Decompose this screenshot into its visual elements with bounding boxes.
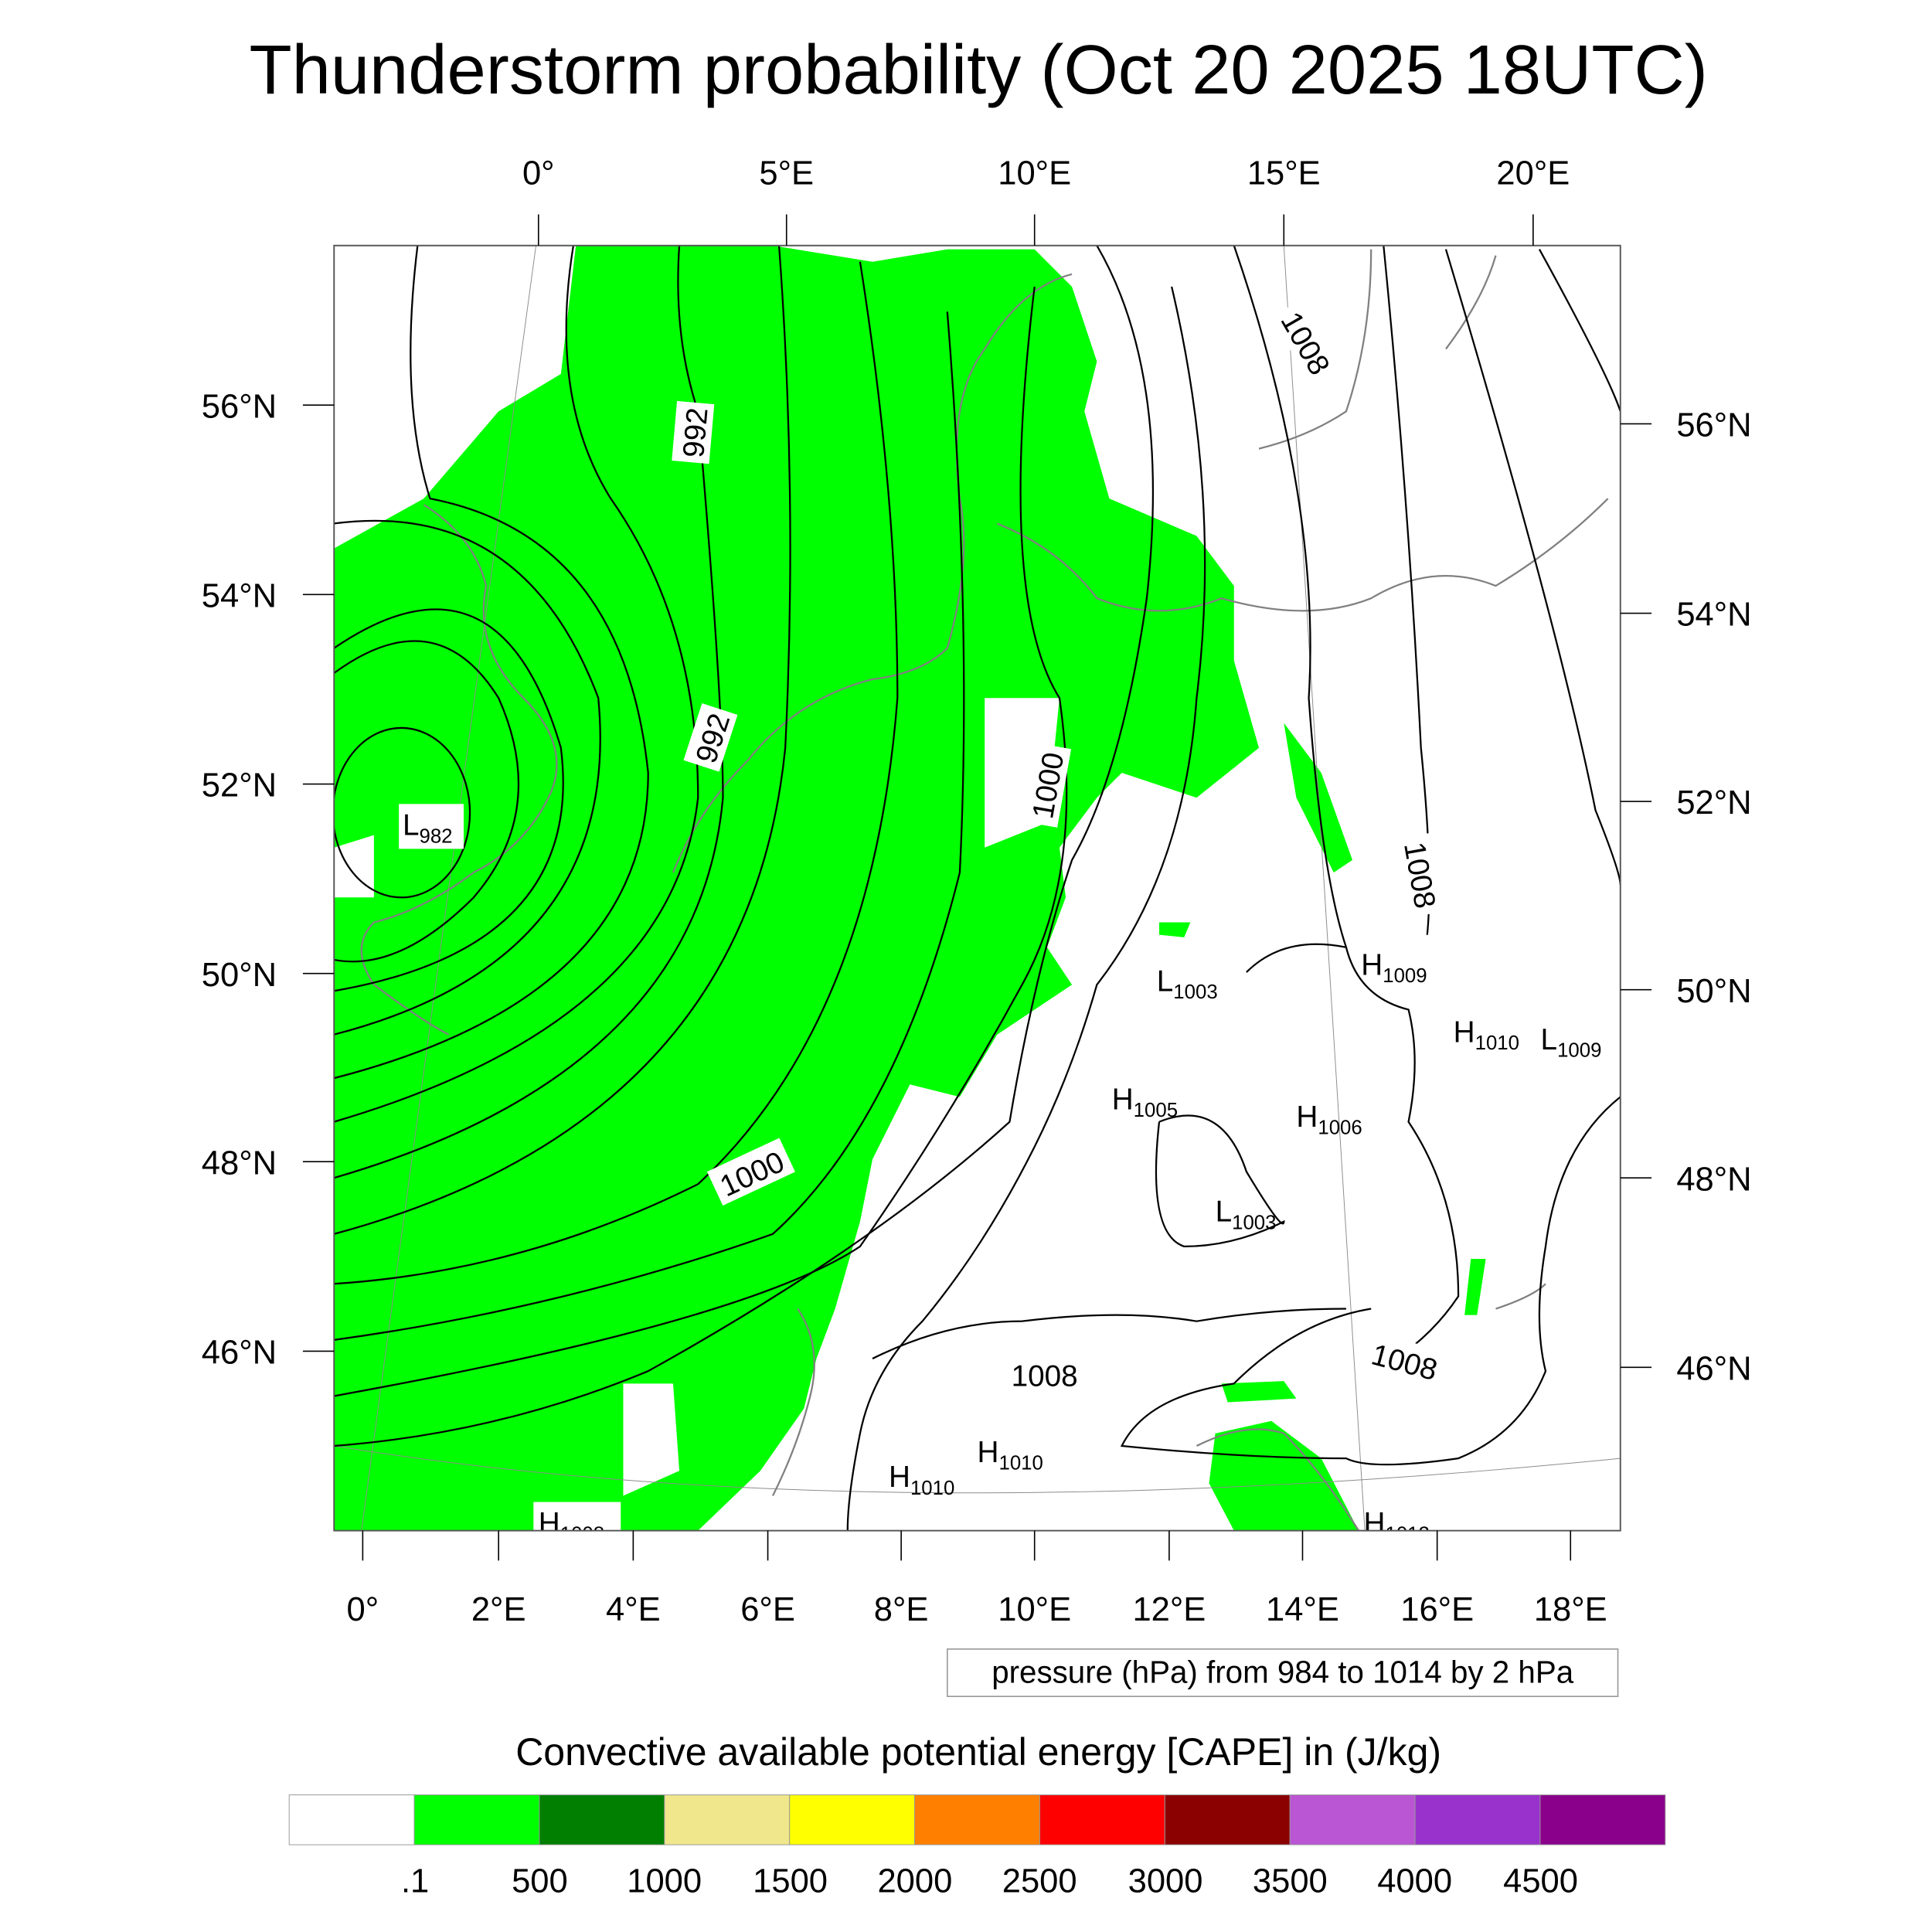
right-latitude-axis: 56°N 54°N 52°N 50°N 48°N 46°N: [1620, 407, 1752, 1387]
colorbar-label: 3500: [1253, 1862, 1328, 1900]
tick-label: 50°N: [1676, 973, 1751, 1010]
left-latitude-axis: 56°N 54°N 52°N 50°N 48°N 46°N: [202, 388, 335, 1372]
colorbar-title: Convective available potential energy [C…: [515, 1730, 1441, 1774]
colorbar-swatch: [1039, 1794, 1165, 1845]
tick-label: 8°E: [874, 1591, 929, 1628]
tick-label: 16°E: [1400, 1591, 1474, 1628]
high-center: H1009: [1361, 948, 1427, 987]
graticule: [334, 245, 1621, 1531]
colorbar-labels: .1 500 1000 1500 2000 2500 3000 3500 400…: [401, 1862, 1578, 1900]
colorbar-swatch: [539, 1794, 665, 1845]
tick-label: 50°N: [202, 957, 277, 994]
tick-label: 52°N: [1676, 784, 1751, 821]
tick-label: 46°N: [1676, 1350, 1751, 1387]
colorbar-label: 1500: [753, 1862, 828, 1900]
low-center: L982: [403, 809, 453, 848]
high-center: H1005: [1112, 1083, 1178, 1121]
tick-label: 48°N: [1676, 1161, 1751, 1198]
tick-label: 2°E: [471, 1591, 526, 1628]
tick-label: 48°N: [202, 1145, 277, 1182]
pressure-centers: L982 L1003 H1009 H1010 L1009 H1005 H1006…: [399, 804, 1602, 1546]
colorbar-swatch: [1414, 1794, 1541, 1845]
high-center: H1010: [978, 1436, 1043, 1475]
tick-label: 20°E: [1496, 155, 1570, 192]
contour-label: 992: [677, 406, 714, 459]
tick-label: 10°E: [998, 1591, 1071, 1628]
colorbar-swatch: [914, 1794, 1040, 1845]
colorbar-swatch: [288, 1794, 415, 1845]
contour-label: 1008: [1012, 1360, 1078, 1393]
colorbar-swatch: [789, 1794, 916, 1845]
contour-label: 1008: [1368, 1338, 1440, 1387]
colorbar-label: 4500: [1503, 1862, 1578, 1900]
colorbar-swatch: [1289, 1794, 1416, 1845]
tick-label: 54°N: [1676, 597, 1751, 634]
tick-label: 5°E: [759, 155, 814, 192]
cape-gap-white: [334, 698, 1060, 1496]
isobars: [334, 245, 1621, 1531]
high-center: H1010: [889, 1461, 954, 1499]
tick-label: 15°E: [1247, 155, 1321, 192]
colorbar-label: 1000: [627, 1862, 702, 1900]
low-center: L1003: [1216, 1196, 1277, 1234]
colorbar-swatch: [413, 1794, 540, 1845]
tick-label: 14°E: [1266, 1591, 1339, 1628]
tick-label: 52°N: [202, 767, 277, 804]
colorbar-label: 2500: [1002, 1862, 1077, 1900]
bottom-longitude-axis: 0° 2°E 4°E 6°E 8°E 10°E 12°E 14°E 16°E 1…: [347, 1530, 1607, 1628]
map-area: 992 992 1000 1000 1008 1008 1008 1008 L9…: [334, 245, 1621, 1546]
coastlines: [360, 249, 1609, 1531]
cape-field-green: [334, 245, 1260, 1531]
tick-label: 10°E: [998, 155, 1071, 192]
map-frame: [333, 244, 1621, 1532]
high-center: H1012: [1364, 1507, 1430, 1546]
high-center: H1010: [1454, 1015, 1519, 1054]
colorbar-swatch: [664, 1794, 791, 1845]
tick-label: 0°: [347, 1591, 379, 1628]
high-center: H1008: [539, 1507, 604, 1546]
colorbar-swatch: [1539, 1794, 1666, 1845]
colorbar-swatch: [1164, 1794, 1291, 1845]
top-longitude-axis: 0° 5°E 10°E 15°E 20°E: [522, 155, 1570, 246]
contour-note: pressure (hPa) from 984 to 1014 by 2 hPa: [992, 1654, 1574, 1689]
colorbar-label: .1: [401, 1862, 429, 1900]
tick-label: 18°E: [1534, 1591, 1607, 1628]
colorbar: [288, 1794, 1666, 1845]
colorbar-label: 2000: [877, 1862, 952, 1900]
tick-label: 6°E: [740, 1591, 795, 1628]
colorbar-label: 4000: [1377, 1862, 1452, 1900]
tick-label: 0°: [522, 155, 555, 192]
contour-note-box: [947, 1648, 1619, 1697]
high-center: H1006: [1296, 1100, 1362, 1139]
tick-label: 12°E: [1132, 1591, 1206, 1628]
chart-title: Thunderstorm probability (Oct 20 2025 18…: [249, 31, 1707, 109]
low-center: L1009: [1541, 1023, 1602, 1062]
low-center: L1003: [1157, 964, 1218, 1003]
colorbar-label: 500: [512, 1862, 568, 1900]
tick-label: 4°E: [606, 1591, 661, 1628]
colorbar-label: 3000: [1128, 1862, 1203, 1900]
tick-label: 56°N: [202, 388, 277, 425]
tick-label: 46°N: [202, 1335, 277, 1372]
tick-label: 54°N: [202, 577, 277, 614]
tick-label: 56°N: [1676, 407, 1751, 444]
